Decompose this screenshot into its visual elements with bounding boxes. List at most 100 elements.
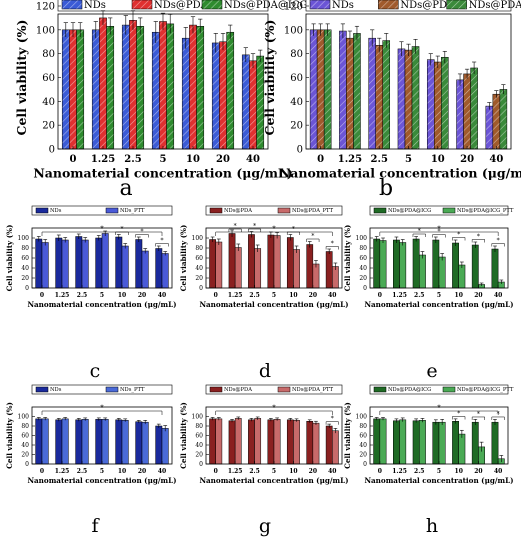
x-tick-label: 10 bbox=[455, 468, 463, 475]
legend-swatch bbox=[209, 386, 223, 393]
significance-bracket bbox=[215, 410, 333, 415]
legend-label: NDs bbox=[50, 208, 62, 214]
legend-swatch bbox=[105, 207, 119, 214]
chart-panel-d: NDs@PDA NDs@PDA_PTT 0 20 40 60 80 100 0 1.25 2.5 5 1… bbox=[179, 205, 349, 382]
y-tick-label: 40 bbox=[359, 442, 367, 449]
bar-NDs@PD-5 bbox=[404, 49, 413, 150]
bar-NDs@PDA-0 bbox=[69, 29, 77, 150]
group-significance-bracket bbox=[306, 238, 320, 242]
x-tick-label: 20 bbox=[474, 468, 482, 475]
bar-NDs@PDA-2.5 bbox=[129, 20, 137, 150]
y-axis-label: Cell viability (%) bbox=[343, 225, 352, 292]
significance-mark: * bbox=[100, 404, 104, 412]
y-tick-label: 100 bbox=[192, 235, 204, 242]
legend-swatch bbox=[35, 386, 49, 393]
bar-NDs@PDA@ICG_PTT-0 bbox=[379, 240, 387, 289]
x-axis-label: Nanomaterial concentration (μg/mL) bbox=[27, 300, 176, 309]
y-tick-label: 100 bbox=[192, 414, 204, 421]
x-tick-label: 1.25 bbox=[55, 468, 70, 475]
bar-NDs@PDA-10 bbox=[189, 24, 197, 150]
legend-swatch bbox=[61, 0, 83, 10]
x-tick-label: 10 bbox=[186, 154, 200, 165]
bar-NDs@PDA@ICG-5 bbox=[432, 239, 440, 289]
bar-NDs-10 bbox=[115, 236, 123, 289]
y-tick-label: 40 bbox=[21, 265, 29, 272]
bar-NDs@PDA@ICG-10 bbox=[452, 242, 459, 289]
x-tick-label: 20 bbox=[309, 292, 317, 299]
bar-NDs_PTT-5 bbox=[101, 233, 109, 289]
x-tick-label: 1.25 bbox=[228, 292, 243, 299]
bar-NDs@PDA_PTT-40 bbox=[332, 430, 339, 465]
x-tick-label: 10 bbox=[118, 292, 126, 299]
bar-NDs_PTT-0 bbox=[41, 242, 49, 289]
group-significance-bracket bbox=[135, 234, 149, 238]
group-significance-bracket bbox=[228, 228, 242, 232]
legend-label: NDs@PDA@ICG bbox=[469, 0, 521, 11]
bar-NDs@PDA@ICG-0 bbox=[373, 418, 381, 465]
legend-label: NDs@PDA bbox=[154, 0, 209, 11]
y-tick-label: 100 bbox=[356, 414, 368, 421]
legend-swatch bbox=[209, 207, 223, 214]
legend-swatch bbox=[35, 207, 49, 214]
y-tick-label: 80 bbox=[42, 49, 55, 60]
bar-NDs_PTT-40 bbox=[161, 253, 169, 289]
bar-NDs-5 bbox=[95, 237, 103, 289]
chart-panel-b: NDs NDs@PD NDs@PDA@ICG 0 20 40 60 80 100 120 0 1.25… bbox=[262, 0, 521, 201]
bar-NDs@PDA_PTT-5 bbox=[273, 419, 281, 465]
y-tick-label: 120 bbox=[284, 2, 303, 13]
bar-NDs-10 bbox=[181, 37, 190, 150]
chart-panel-e: NDs@PDA@ICG NDs@PDA@ICG_PTT 0 20 40 60 80 100 0 1… bbox=[343, 205, 514, 382]
group-significance-bracket bbox=[452, 237, 466, 241]
legend-swatch bbox=[446, 0, 467, 10]
bar-NDs@PDA-2.5 bbox=[248, 234, 255, 289]
x-tick-label: 40 bbox=[158, 468, 166, 475]
x-tick-label: 5 bbox=[437, 292, 441, 299]
group-significance-bracket bbox=[412, 233, 426, 237]
bar-NDs@PDA-1.25 bbox=[228, 420, 236, 465]
bar-NDs-1.25 bbox=[55, 419, 63, 465]
y-tick-label: 0 bbox=[199, 461, 203, 468]
y-tick-label: 100 bbox=[36, 25, 55, 36]
bar-NDs@PDA@ICG-0 bbox=[323, 29, 332, 150]
bar-NDs@PDA-1.25 bbox=[228, 233, 236, 289]
y-tick-label: 120 bbox=[36, 2, 55, 13]
bar-NDs@PDA_PTT-2.5 bbox=[254, 248, 262, 289]
group-significance-bracket bbox=[115, 231, 129, 235]
bar-NDs_PTT-0 bbox=[41, 418, 49, 465]
bar-NDs@PDA_PTT-0 bbox=[215, 241, 223, 289]
y-tick-label: 0 bbox=[297, 145, 303, 156]
bar-NDs@PDA@ICG-5 bbox=[411, 46, 420, 150]
y-tick-label: 0 bbox=[363, 461, 367, 468]
x-tick-label: 10 bbox=[289, 292, 297, 299]
group-significance-mark: * bbox=[418, 228, 421, 235]
legend-swatch bbox=[131, 0, 153, 10]
x-tick-label: 40 bbox=[328, 292, 336, 299]
y-tick-label: 0 bbox=[25, 285, 29, 292]
x-tick-label: 0 bbox=[40, 468, 44, 475]
x-tick-label: 0 bbox=[40, 292, 44, 299]
bar-NDs@PDA@ICG_PTT-10 bbox=[458, 433, 466, 465]
bar-NDs@PD-10 bbox=[434, 61, 442, 150]
bar-NDs-20 bbox=[135, 239, 143, 289]
bar-NDs@PDA_PTT-10 bbox=[293, 249, 300, 289]
x-tick-label: 1.25 bbox=[55, 292, 70, 299]
y-axis-label: Cell viability (%) bbox=[179, 402, 188, 469]
y-tick-label: 20 bbox=[21, 275, 29, 282]
y-tick-label: 20 bbox=[195, 452, 203, 459]
x-tick-label: 0 bbox=[378, 292, 382, 299]
bar-NDs@PDA@ICG_PTT-2.5 bbox=[419, 254, 426, 289]
y-tick-label: 80 bbox=[195, 423, 203, 430]
significance-mark: * bbox=[272, 225, 276, 233]
significance-mark: * bbox=[437, 404, 441, 412]
legend-swatch bbox=[378, 0, 399, 10]
significance-bracket bbox=[379, 231, 499, 236]
y-tick-label: 60 bbox=[42, 73, 55, 84]
bar-NDs@PDA-2.5 bbox=[248, 419, 255, 465]
group-significance-mark: * bbox=[141, 229, 144, 236]
bar-NDs-20 bbox=[211, 42, 220, 150]
bar-NDs@PDA@ICG-20 bbox=[470, 67, 478, 150]
x-tick-label: 0 bbox=[214, 468, 218, 475]
group-significance-mark: * bbox=[497, 238, 500, 245]
group-significance-bracket bbox=[491, 243, 505, 247]
legend-label: NDs bbox=[50, 387, 62, 393]
